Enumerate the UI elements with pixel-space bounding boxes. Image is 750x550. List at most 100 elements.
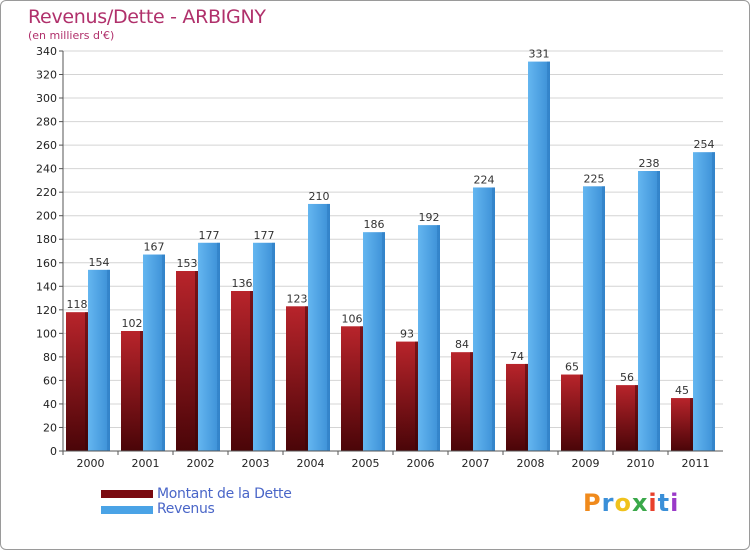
xtick-label-2000: 2000 — [77, 457, 105, 470]
xtick-label-2006: 2006 — [407, 457, 435, 470]
data-label-dette-2001: 102 — [122, 317, 143, 330]
data-label-dette-2007: 84 — [455, 338, 469, 351]
xtick-label-2005: 2005 — [352, 457, 380, 470]
logo-letter-0: P — [583, 489, 602, 517]
bar-dette-2009 — [561, 374, 583, 451]
bar-edge-dette-2000 — [85, 312, 88, 451]
bar-edge-revenus-2008 — [547, 61, 550, 452]
ytick-label-200: 200 — [36, 210, 57, 223]
grid-layer — [63, 50, 723, 451]
xtick-label-2008: 2008 — [517, 457, 545, 470]
ytick-label-340: 340 — [36, 45, 57, 58]
data-label-revenus-2004: 210 — [309, 190, 330, 203]
bar-revenus-2004 — [308, 203, 330, 451]
ytick-label-0: 0 — [50, 445, 57, 458]
data-label-revenus-2009: 225 — [584, 172, 605, 185]
data-label-dette-2002: 153 — [177, 257, 198, 270]
data-label-dette-2006: 93 — [400, 328, 414, 341]
data-label-revenus-2001: 167 — [144, 241, 165, 254]
ytick-label-220: 220 — [36, 186, 57, 199]
bar-edge-revenus-2003 — [272, 242, 275, 451]
data-label-revenus-2003: 177 — [254, 229, 275, 242]
bar-dette-2010 — [616, 385, 638, 451]
chart-title: Revenus/Dette - ARBIGNY — [28, 6, 266, 28]
legend-swatch-dette — [101, 490, 153, 498]
ytick-label-300: 300 — [36, 92, 57, 105]
bar-dette-2001 — [121, 331, 143, 451]
data-label-revenus-2007: 224 — [474, 173, 495, 186]
bar-edge-revenus-2007 — [492, 187, 495, 451]
bar-edge-dette-2002 — [195, 271, 198, 451]
bar-edge-dette-2001 — [140, 331, 143, 451]
labels-layer: 118 154 102 167 153 177 136 177 123 210 106 186 93 19… — [67, 48, 715, 397]
ytick-label-80: 80 — [43, 351, 57, 364]
ytick-label-160: 160 — [36, 257, 57, 270]
bar-edge-dette-2007 — [470, 352, 473, 451]
bar-dette-2003 — [231, 291, 253, 451]
bars-layer — [66, 61, 715, 452]
data-label-dette-2008: 74 — [510, 350, 524, 363]
ytick-label-100: 100 — [36, 327, 57, 340]
data-label-dette-2003: 136 — [232, 277, 253, 290]
bar-dette-2005 — [341, 326, 363, 451]
xtick-label-2003: 2003 — [242, 457, 270, 470]
ytick-label-20: 20 — [43, 421, 57, 434]
xtick-label-2002: 2002 — [187, 457, 215, 470]
axis-layer: 0 20 40 60 80 100 120 140 160 180 200 220 240 260 280 3… — [36, 45, 723, 470]
bar-revenus-2010 — [638, 171, 660, 451]
xtick-label-2010: 2010 — [627, 457, 655, 470]
bar-edge-dette-2005 — [360, 326, 363, 451]
bar-edge-dette-2010 — [635, 385, 638, 451]
data-label-revenus-2006: 192 — [419, 211, 440, 224]
xtick-label-2004: 2004 — [297, 457, 325, 470]
bar-edge-revenus-2004 — [327, 203, 330, 451]
bar-revenus-2003 — [253, 242, 275, 451]
bar-revenus-2006 — [418, 225, 440, 451]
bar-dette-2000 — [66, 312, 88, 451]
proxiti-logo: Proxiti — [583, 489, 679, 517]
logo-letter-5: t — [657, 489, 671, 517]
bar-edge-revenus-2002 — [217, 242, 220, 451]
data-label-revenus-2008: 331 — [529, 48, 550, 61]
plot-area — [63, 51, 723, 451]
bar-edge-revenus-2010 — [657, 171, 660, 451]
bar-revenus-2011 — [693, 152, 715, 452]
bar-dette-2006 — [396, 341, 418, 451]
bar-edge-revenus-2009 — [602, 186, 605, 451]
ytick-label-140: 140 — [36, 280, 57, 293]
bar-dette-2008 — [506, 363, 528, 451]
bar-edge-revenus-2011 — [712, 152, 715, 452]
logo-letter-4: i — [648, 489, 658, 517]
data-label-revenus-2002: 177 — [199, 229, 220, 242]
logo-letter-2: o — [614, 489, 632, 517]
data-label-revenus-2011: 254 — [694, 138, 715, 151]
chart-subtitle: (en milliers d'€) — [28, 29, 115, 42]
data-label-dette-2000: 118 — [67, 298, 88, 311]
data-label-revenus-2010: 238 — [639, 157, 660, 170]
bar-edge-dette-2011 — [690, 398, 693, 451]
ytick-label-260: 260 — [36, 139, 57, 152]
logo-letter-1: r — [601, 489, 615, 517]
bar-edge-revenus-2000 — [107, 269, 110, 451]
data-label-dette-2009: 65 — [565, 361, 579, 374]
bar-edge-revenus-2001 — [162, 254, 165, 451]
ytick-label-60: 60 — [43, 374, 57, 387]
bar-edge-dette-2009 — [580, 374, 583, 451]
bar-revenus-2001 — [143, 254, 165, 451]
bar-revenus-2005 — [363, 232, 385, 451]
xtick-label-2001: 2001 — [132, 457, 160, 470]
bar-revenus-2009 — [583, 186, 605, 451]
ytick-label-180: 180 — [36, 233, 57, 246]
data-label-dette-2004: 123 — [287, 292, 308, 305]
data-label-dette-2010: 56 — [620, 371, 634, 384]
xtick-label-2011: 2011 — [682, 457, 710, 470]
legend-label-revenus: Revenus — [157, 501, 215, 517]
bar-revenus-2002 — [198, 242, 220, 451]
bar-edge-dette-2008 — [525, 363, 528, 451]
bar-edge-dette-2003 — [250, 291, 253, 451]
bar-revenus-2008 — [528, 61, 550, 452]
data-label-dette-2011: 45 — [675, 384, 689, 397]
ytick-label-240: 240 — [36, 163, 57, 176]
